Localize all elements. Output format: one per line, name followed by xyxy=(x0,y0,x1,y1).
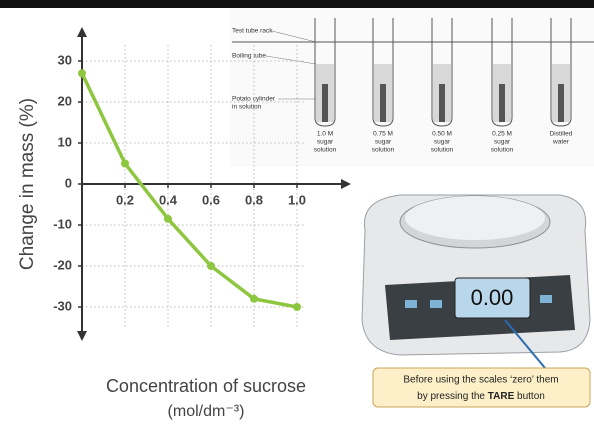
tube-label: solution xyxy=(431,147,454,154)
tube-label: 0.75 M xyxy=(373,131,393,138)
tube-label: 0.25 M xyxy=(492,131,512,138)
potato-cylinder xyxy=(380,84,386,122)
x-axis-label: Concentration of sucrose xyxy=(106,376,306,396)
tube-label: 1.0 M xyxy=(317,131,333,138)
tube-label: 0.50 M xyxy=(432,131,452,138)
callout-line: by pressing the TARE button xyxy=(417,391,545,402)
button xyxy=(430,300,442,308)
y-tick-label: -30 xyxy=(53,298,72,313)
tube-label: sugar xyxy=(494,139,511,146)
scale-photo: 0.00 Before using the scales ‘zero’ them… xyxy=(362,195,590,407)
tube-label: solution xyxy=(491,147,514,154)
tube-label: sugar xyxy=(375,139,392,146)
y-tick-label: 0 xyxy=(65,175,72,190)
data-point xyxy=(164,215,172,223)
data-point xyxy=(293,303,301,311)
data-point xyxy=(250,295,258,303)
tube-label: sugar xyxy=(317,139,334,146)
y-axis-label: Change in mass (%) xyxy=(17,98,38,270)
page: Test tube rackBoiling tubePotato cylinde… xyxy=(0,0,594,426)
potato-cylinder xyxy=(439,84,445,122)
callout-line: Before using the scales ‘zero’ them xyxy=(403,375,558,386)
callout-text: by pressing the xyxy=(417,391,488,402)
data-point xyxy=(207,262,215,270)
diagram-label: Boiling tube xyxy=(232,53,266,60)
x-tick-label: 0.6 xyxy=(202,192,220,207)
data-point xyxy=(78,69,86,77)
y-tick-label: -10 xyxy=(53,216,72,231)
tube-label: sugar xyxy=(434,139,451,146)
y-tick-label: -20 xyxy=(53,257,72,272)
potato-cylinder xyxy=(499,84,505,122)
tube-label: Distilled xyxy=(550,131,573,138)
diagram-label: in solution xyxy=(232,104,262,111)
x-tick-label: 0.2 xyxy=(116,192,134,207)
y-tick-label: 20 xyxy=(58,93,72,108)
button xyxy=(405,300,417,308)
diagram-panel xyxy=(230,8,594,166)
x-axis-label: (mol/dm⁻³) xyxy=(168,403,245,420)
x-tick-label: 0.4 xyxy=(159,192,178,207)
y-tick-label: 10 xyxy=(58,134,72,149)
tube-label: water xyxy=(552,139,570,146)
button xyxy=(540,295,552,303)
display-reading: 0.00 xyxy=(471,285,514,310)
top-bar xyxy=(0,0,594,8)
callout-emphasis: TARE xyxy=(488,391,515,402)
x-tick-label: 1.0 xyxy=(288,192,306,207)
diagram-label: Test tube rack xyxy=(232,28,273,35)
x-tick-label: 0.8 xyxy=(245,192,263,207)
scale-pan-top xyxy=(405,196,545,240)
callout-text: button xyxy=(514,391,545,402)
data-point xyxy=(121,160,129,168)
y-tick-label: 30 xyxy=(58,52,72,67)
potato-cylinder xyxy=(558,84,564,122)
potato-cylinder xyxy=(322,84,328,122)
tube-label: solution xyxy=(372,147,395,154)
tube-label: solution xyxy=(314,147,337,154)
